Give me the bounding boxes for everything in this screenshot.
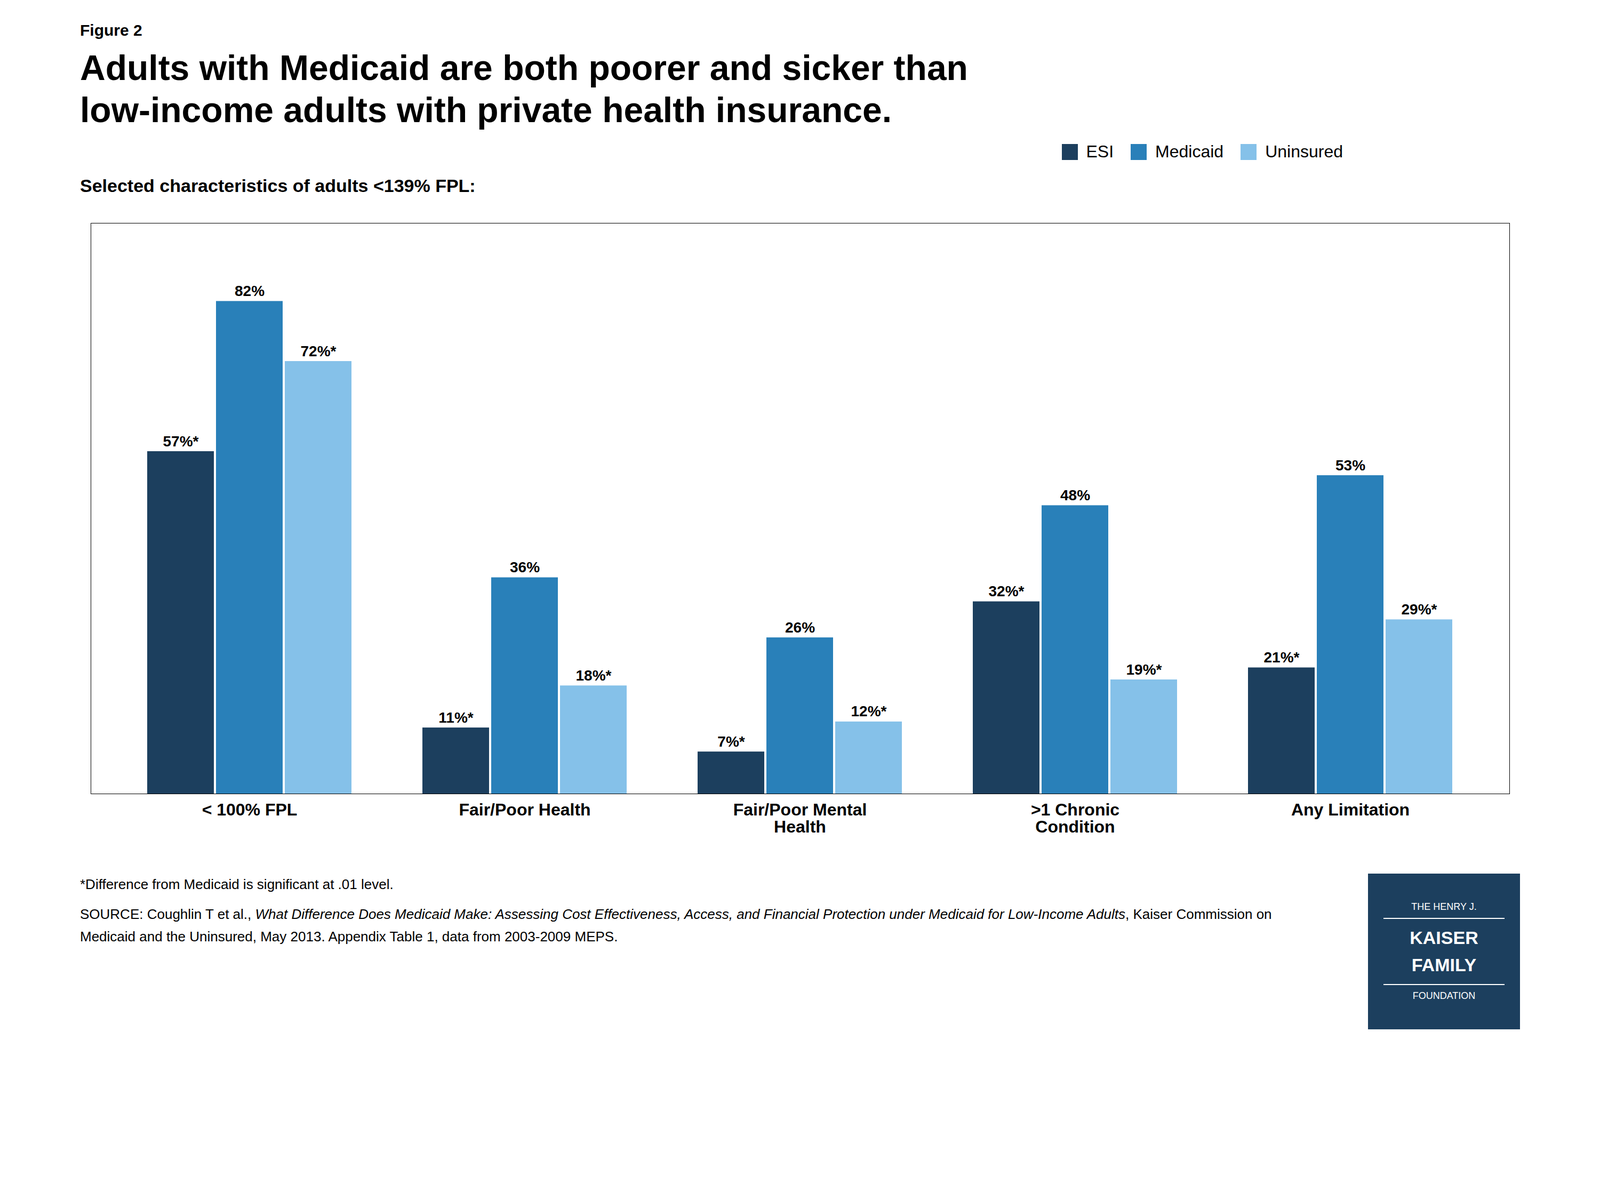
svg-text:Any Limitation: Any Limitation	[1291, 800, 1410, 820]
svg-text:36%: 36%	[509, 558, 540, 576]
html-text:FOUNDATION: FOUNDATION	[1412, 990, 1476, 1002]
svg-text:12%*: 12%*	[851, 703, 887, 720]
html-text:SOURCE: Coughlin T et al., Wha: SOURCE: Coughlin T et al., What Differen…	[80, 906, 1272, 945]
svg-text:Fair/Poor Health: Fair/Poor Health	[458, 800, 591, 820]
html-text:FAMILY: FAMILY	[1411, 954, 1477, 976]
svg-text:Fair/Poor MentalHealth: Fair/Poor MentalHealth	[733, 800, 868, 837]
svg-text:7%*: 7%*	[717, 733, 745, 750]
svg-text:21%*: 21%*	[1264, 649, 1300, 666]
html-text:THE HENRY J.: THE HENRY J.	[1411, 901, 1477, 913]
svg-text:26%: 26%	[785, 619, 815, 636]
html-text:*Difference from Medicaid is s: *Difference from Medicaid is significant…	[80, 876, 394, 893]
svg-text:53%: 53%	[1335, 457, 1366, 474]
svg-text:< 100% FPL: < 100% FPL	[202, 800, 298, 820]
html-text:Selected characteristics of ad: Selected characteristics of adults <139%…	[80, 175, 476, 196]
svg-text:57%*: 57%*	[163, 433, 199, 450]
svg-text:72%*: 72%*	[300, 342, 337, 360]
html-text:Adults with Medicaid are both: Adults with Medicaid are both poorer and…	[80, 48, 968, 130]
svg-text:18%*: 18%*	[576, 667, 612, 684]
html-text:ESI: ESI	[1086, 142, 1114, 162]
svg-text:32%*: 32%*	[988, 582, 1025, 600]
svg-text:11%*: 11%*	[438, 709, 474, 726]
html-text:KAISER: KAISER	[1409, 927, 1479, 948]
svg-text:29%*: 29%*	[1401, 601, 1438, 618]
svg-text:48%: 48%	[1060, 486, 1091, 504]
svg-text:82%: 82%	[234, 282, 265, 300]
html-text:Uninsured: Uninsured	[1265, 142, 1343, 162]
svg-text:19%*: 19%*	[1126, 661, 1163, 678]
html-text:Figure 2: Figure 2	[80, 21, 143, 39]
svg-text:>1 ChronicCondition: >1 ChronicCondition	[1030, 800, 1120, 837]
html-text:Medicaid: Medicaid	[1155, 142, 1224, 162]
